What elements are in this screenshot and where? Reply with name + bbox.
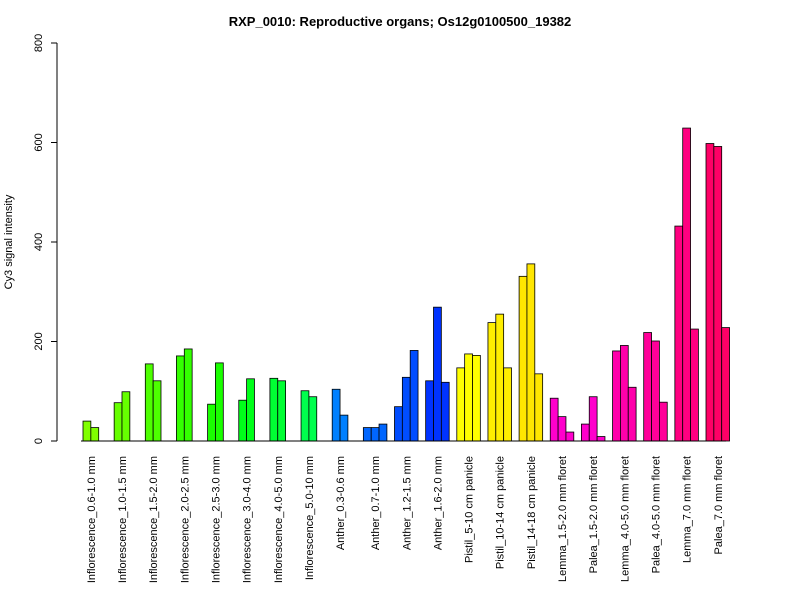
x-tick-label: Palea_4.0-5.0 mm floret xyxy=(650,456,662,573)
bar xyxy=(378,423,388,442)
x-tick-label: Palea_1.5-2.0 mm floret xyxy=(588,456,600,573)
bar xyxy=(674,225,684,442)
y-tick-label: 0 xyxy=(33,438,45,444)
bar xyxy=(207,403,216,442)
bar xyxy=(487,322,497,442)
bar xyxy=(581,423,590,442)
x-tick-label: Inflorescence_2.5-3.0 mm xyxy=(210,456,222,583)
x-tick-label: Palea_7.0 mm floret xyxy=(713,456,725,554)
bar xyxy=(144,363,154,442)
bar xyxy=(495,313,505,442)
bar xyxy=(401,376,411,442)
x-tick-label: Anther_0.7-1.0 mm xyxy=(370,456,382,550)
x-tick-label: Pistil_5-10 cm panicle xyxy=(464,456,476,563)
bar xyxy=(339,414,349,442)
x-tick-label: Anther_0.3-0.6 mm xyxy=(335,456,347,550)
bar xyxy=(620,345,629,442)
bar xyxy=(370,427,380,442)
bar xyxy=(425,380,434,442)
bar xyxy=(682,127,691,442)
bar xyxy=(300,390,310,442)
bar xyxy=(627,386,637,442)
bar xyxy=(277,380,286,442)
bar xyxy=(152,380,162,442)
bar xyxy=(456,367,466,442)
bar xyxy=(518,275,528,442)
bar xyxy=(113,402,123,442)
bar xyxy=(612,350,621,442)
x-tick-label: Inflorescence_5.0-10 mm xyxy=(304,456,316,580)
bar xyxy=(596,436,606,442)
bar xyxy=(464,353,473,442)
bar xyxy=(721,327,730,442)
bars-group xyxy=(82,127,730,442)
bar xyxy=(82,420,92,442)
y-axis: 0 200 400 600 800 xyxy=(33,34,58,444)
bar xyxy=(690,328,699,442)
bar xyxy=(331,388,341,442)
bar xyxy=(565,431,575,442)
x-tick-label: Lemma_4.0-5.0 mm floret xyxy=(619,456,631,582)
bar xyxy=(176,355,185,442)
bar xyxy=(713,146,723,442)
x-tick-label: Inflorescence_3.0-4.0 mm xyxy=(242,456,254,583)
bar xyxy=(503,367,512,442)
x-tick-labels: Inflorescence_0.6-1.0 mm Inflorescence_1.… xyxy=(86,456,725,583)
chart-title: RXP_0010: Reproductive organs; Os12g0100… xyxy=(229,14,572,29)
bar xyxy=(238,399,247,442)
bar xyxy=(557,416,567,442)
bar xyxy=(183,348,193,442)
bar xyxy=(588,396,598,442)
bar xyxy=(394,406,403,442)
bar xyxy=(121,391,131,442)
y-tick-label: 400 xyxy=(33,233,45,251)
bar xyxy=(409,350,419,442)
x-tick-label: Inflorescence_2.0-2.5 mm xyxy=(179,456,191,583)
bar xyxy=(308,396,318,442)
bar xyxy=(472,355,481,442)
bar xyxy=(643,332,652,442)
x-tick-label: Lemma_7.0 mm floret xyxy=(682,456,694,563)
bar xyxy=(651,340,660,442)
x-tick-label: Inflorescence_1.0-1.5 mm xyxy=(117,456,129,583)
bar xyxy=(246,378,255,442)
y-axis-label: Cy3 signal intensity xyxy=(3,194,15,289)
y-tick-label: 600 xyxy=(33,133,45,151)
x-tick-label: Anther_1.2-1.5 mm xyxy=(401,456,413,550)
x-tick-label: Inflorescence_0.6-1.0 mm xyxy=(86,456,98,583)
x-tick-label: Pistil_10-14 cm panicle xyxy=(495,456,507,569)
bar xyxy=(215,362,224,442)
bar xyxy=(549,397,559,442)
bar xyxy=(534,373,544,442)
bar xyxy=(90,427,100,442)
bar xyxy=(433,306,442,442)
bar xyxy=(362,427,372,442)
bar xyxy=(526,263,536,442)
x-tick-label: Inflorescence_4.0-5.0 mm xyxy=(273,456,285,583)
bar xyxy=(440,381,450,442)
y-tick-label: 200 xyxy=(33,332,45,350)
bar xyxy=(269,377,279,442)
bar xyxy=(705,143,715,442)
bar xyxy=(659,401,668,442)
y-tick-label: 800 xyxy=(33,34,45,52)
x-tick-label: Anther_1.6-2.0 mm xyxy=(432,456,444,550)
x-tick-label: Pistil_14-18 cm panicle xyxy=(526,456,538,569)
x-tick-label: Lemma_1.5-2.0 mm floret xyxy=(557,456,569,582)
x-tick-label: Inflorescence_1.5-2.0 mm xyxy=(148,456,160,583)
